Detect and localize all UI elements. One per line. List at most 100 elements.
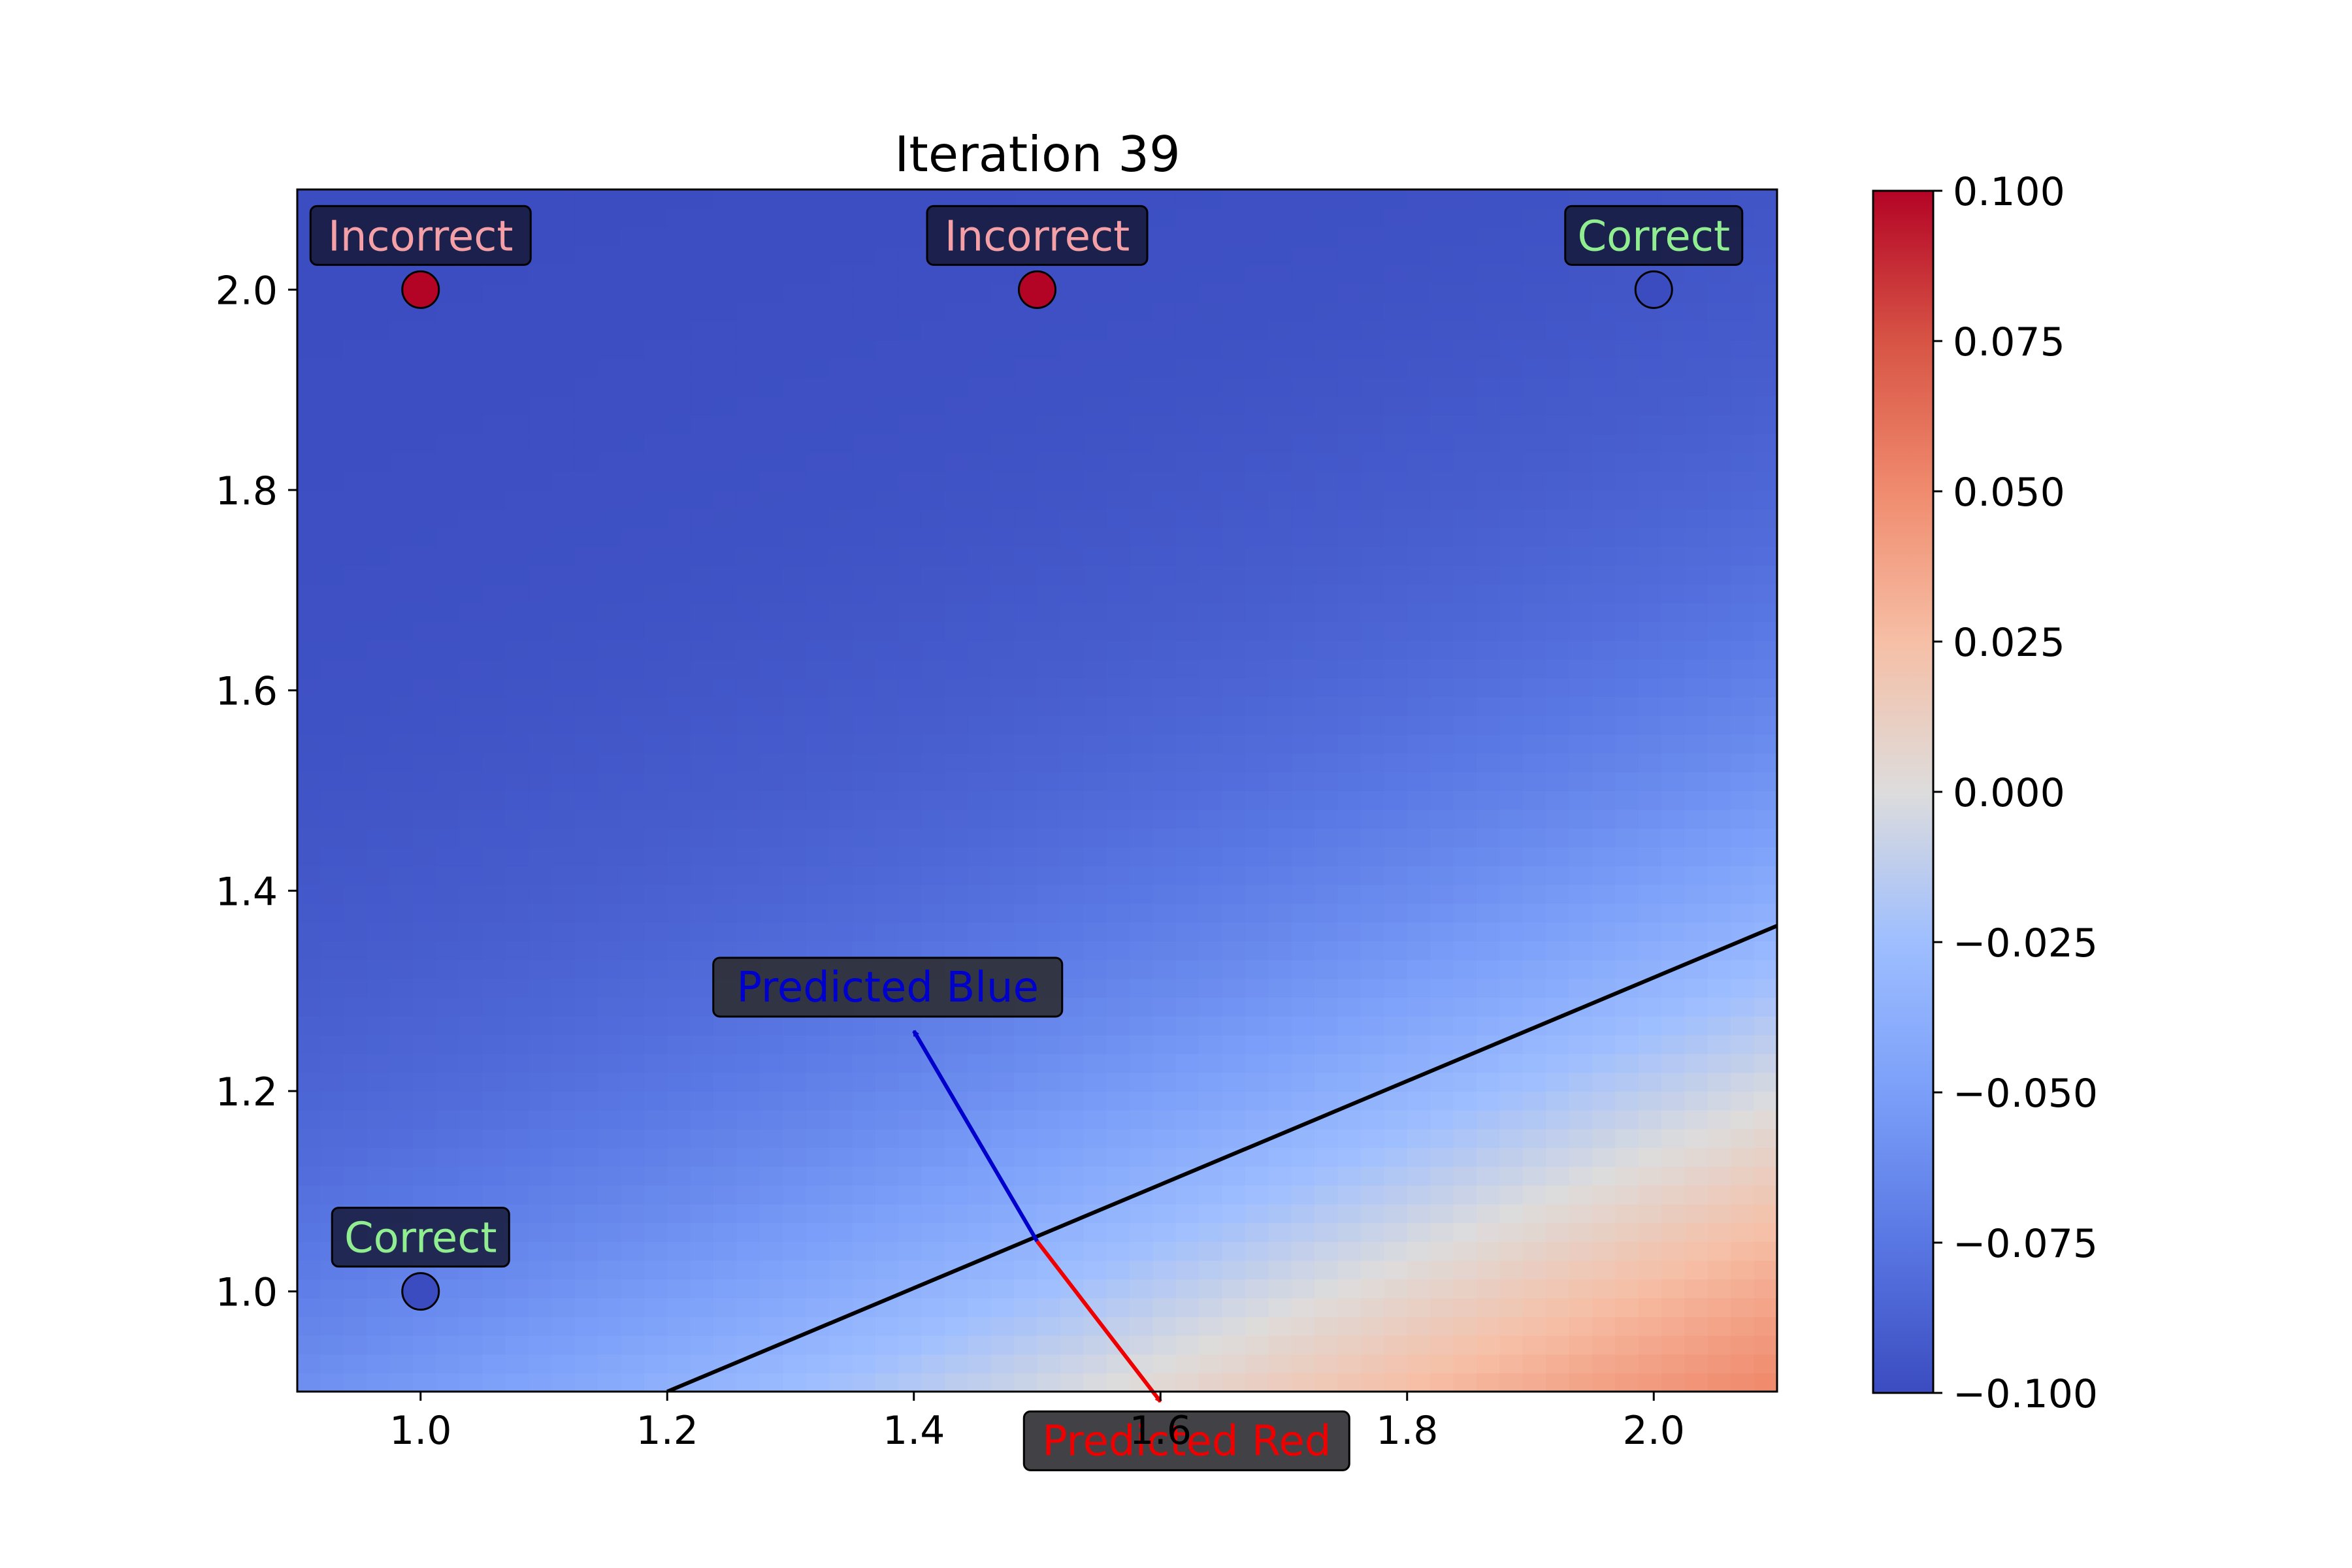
- heatmap-cell: [898, 696, 923, 716]
- heatmap-cell: [944, 809, 969, 829]
- heatmap-cell: [829, 508, 853, 529]
- heatmap-cell: [574, 659, 598, 679]
- heatmap-cell: [297, 1279, 321, 1299]
- heatmap-cell: [1499, 208, 1524, 228]
- heatmap-cell: [713, 922, 738, 941]
- heatmap-cell: [759, 433, 783, 453]
- heatmap-cell: [1268, 715, 1292, 735]
- heatmap-cell: [829, 1147, 853, 1167]
- heatmap-cell: [968, 283, 992, 303]
- heatmap-cell: [1199, 1335, 1223, 1355]
- heatmap-cell: [1453, 1184, 1477, 1205]
- heatmap-cell: [1175, 659, 1200, 679]
- heatmap-cell: [852, 283, 876, 303]
- heatmap-cell: [1361, 565, 1385, 585]
- heatmap-cell: [1546, 678, 1570, 698]
- heatmap-cell: [1384, 452, 1408, 472]
- heatmap-cell: [1661, 565, 1686, 585]
- heatmap-cell: [1361, 527, 1385, 547]
- heatmap-cell: [1707, 471, 1731, 491]
- heatmap-cell: [1315, 941, 1339, 960]
- heatmap-cell: [852, 715, 876, 735]
- heatmap-cell: [367, 659, 391, 679]
- heatmap-cell: [1291, 1241, 1315, 1261]
- heatmap-cell: [1684, 433, 1708, 453]
- heatmap-cell: [713, 847, 738, 866]
- heatmap-cell: [690, 959, 714, 979]
- heatmap-cell: [1083, 1166, 1107, 1186]
- heatmap-cell: [1453, 565, 1477, 585]
- heatmap-cell: [1592, 1053, 1616, 1073]
- heatmap-cell: [1522, 433, 1546, 453]
- heatmap-cell: [1684, 828, 1708, 848]
- heatmap-cell: [1638, 583, 1662, 604]
- heatmap-cell: [505, 546, 529, 566]
- heatmap-cell: [1361, 433, 1385, 453]
- heatmap-cell: [1268, 941, 1292, 960]
- heatmap-cell: [551, 640, 576, 660]
- heatmap-cell: [1199, 941, 1223, 960]
- heatmap-cell: [1661, 583, 1686, 604]
- heatmap-cell: [1106, 377, 1130, 397]
- heatmap-cell: [1245, 565, 1269, 585]
- heatmap-cell: [574, 602, 598, 623]
- heatmap-cell: [1291, 715, 1315, 735]
- heatmap-cell: [320, 433, 344, 453]
- heatmap-cell: [1592, 452, 1616, 472]
- heatmap-cell: [1407, 640, 1431, 660]
- heatmap-cell: [806, 283, 830, 303]
- heatmap-cell: [736, 1260, 760, 1280]
- heatmap-cell: [1014, 734, 1038, 754]
- heatmap-cell: [1222, 358, 1246, 378]
- heatmap-cell: [1014, 1335, 1038, 1355]
- heatmap-cell: [459, 903, 483, 923]
- heatmap-cell: [990, 678, 1015, 698]
- heatmap-cell: [990, 903, 1015, 923]
- heatmap-cell: [1707, 1373, 1731, 1392]
- heatmap-cell: [1615, 678, 1639, 698]
- heatmap-cell: [1199, 546, 1223, 566]
- heatmap-cell: [1384, 678, 1408, 698]
- heatmap-cell: [1638, 847, 1662, 866]
- heatmap-cell: [1152, 1203, 1177, 1224]
- heatmap-cell: [551, 978, 576, 998]
- heatmap-cell: [875, 227, 899, 247]
- heatmap-cell: [343, 828, 367, 848]
- heatmap-cell: [1083, 678, 1107, 698]
- heatmap-cell: [1430, 922, 1454, 941]
- heatmap-cell: [736, 1034, 760, 1054]
- heatmap-cell: [1476, 1298, 1501, 1317]
- heatmap-cell: [1152, 847, 1177, 866]
- heatmap-cell: [459, 1166, 483, 1186]
- heatmap-cell: [1268, 1166, 1292, 1186]
- heatmap-cell: [505, 621, 529, 641]
- heatmap-cell: [551, 1053, 576, 1073]
- heatmap-cell: [1453, 640, 1477, 660]
- heatmap-cell: [1546, 1109, 1570, 1130]
- heatmap-cell: [1291, 527, 1315, 547]
- heatmap-cell: [806, 189, 830, 209]
- heatmap-cell: [1569, 302, 1593, 322]
- heatmap-cell: [713, 527, 738, 547]
- heatmap-cell: [1546, 715, 1570, 735]
- heatmap-cell: [320, 866, 344, 885]
- heatmap-cell: [1430, 490, 1454, 510]
- heatmap-cell: [1592, 1279, 1616, 1299]
- heatmap-cell: [1754, 583, 1777, 604]
- heatmap-cell: [1684, 1091, 1708, 1111]
- heatmap-cell: [551, 302, 576, 322]
- heatmap-cell: [1684, 527, 1708, 547]
- heatmap-cell: [690, 734, 714, 754]
- heatmap-cell: [1199, 978, 1223, 998]
- heatmap-cell: [875, 471, 899, 491]
- heatmap-cell: [1337, 941, 1362, 960]
- heatmap-cell: [875, 1091, 899, 1111]
- heatmap-cell: [1522, 1034, 1546, 1054]
- heatmap-cell: [1522, 715, 1546, 735]
- heatmap-cell: [459, 265, 483, 284]
- heatmap-cell: [852, 602, 876, 623]
- heatmap-cell: [713, 246, 738, 265]
- heatmap-cell: [759, 621, 783, 641]
- heatmap-cell: [389, 715, 414, 735]
- heatmap-cell: [389, 546, 414, 566]
